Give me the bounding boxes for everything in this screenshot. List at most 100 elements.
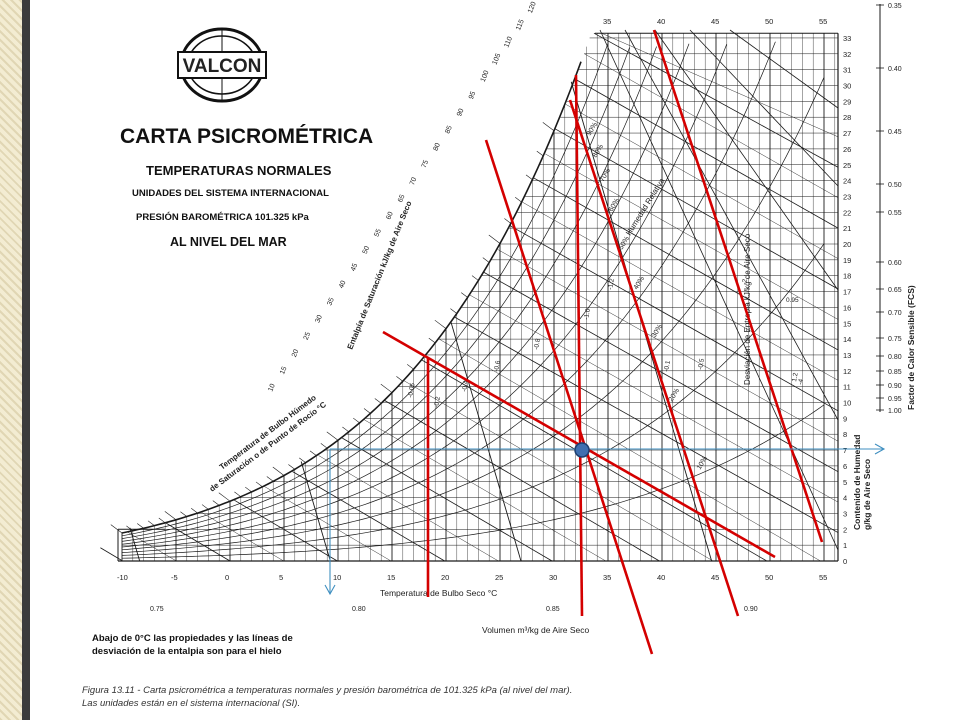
red-annotation-line (652, 29, 824, 543)
relative-humidity-curves (121, 41, 825, 559)
enthalpy-line (584, 53, 839, 198)
x-tick-label: 45 (711, 573, 719, 582)
wetbulb-tick (288, 464, 295, 470)
enthalpy-label: Entalpía de Saturación kJ/kg de Aire Sec… (346, 200, 414, 351)
top-tick-label: 55 (819, 17, 827, 26)
y-tick-label: 5 (843, 478, 847, 487)
y-tick-label: 25 (843, 161, 851, 170)
x-tick-label: 55 (819, 573, 827, 582)
y-tick-label: 16 (843, 303, 851, 312)
wetbulb-tick (504, 218, 511, 224)
x-tick-label: 35 (603, 573, 611, 582)
decorative-border (0, 0, 22, 720)
enthalpy-tick-label: 75 (421, 159, 430, 169)
rh-curve (121, 43, 690, 545)
wetbulb-tick (218, 492, 231, 502)
caption-line-1: Figura 13.11 - Carta psicrométrica a tem… (82, 685, 573, 696)
enthalpy-line (292, 471, 445, 562)
wetbulb-tick (434, 319, 447, 329)
y-tick-label: 10 (843, 399, 851, 408)
enthalpy-tick-label: 55 (374, 228, 383, 238)
wetbulb-tick (272, 466, 285, 476)
rh-tick-label: 60% (608, 197, 621, 213)
y-tick-label: 27 (843, 129, 851, 138)
x-tick-label: -5 (171, 573, 178, 582)
rh-ticks: 10%20%30%40%50%60%70%80%90% (586, 121, 709, 471)
fcs-tick-label: 0.80 (888, 354, 902, 361)
wetbulb-tick (147, 520, 155, 526)
y-tick-label: 9 (843, 414, 847, 423)
fcs-tick-label: 0.60 (888, 260, 902, 267)
y-tick-label: 7 (843, 446, 847, 455)
volume-line (300, 461, 331, 562)
wetbulb-tick (245, 486, 252, 493)
wetbulb-tick (309, 450, 317, 456)
x-tick-label: 40 (657, 573, 665, 582)
deviation-tick-label: -0.2 (433, 396, 442, 409)
deviation-tick-label: -0.1 (663, 360, 672, 373)
blue-annotation-lines (324, 443, 886, 596)
deviation-tick-label: -0.8 (533, 338, 542, 351)
fcs-tick-label: 0.85 (888, 369, 902, 376)
fcs-line (729, 29, 839, 109)
wetbulb-tick (542, 122, 555, 132)
y-tick-label: 26 (843, 145, 851, 154)
wetbulb-tick (396, 376, 403, 382)
wetbulb-tick (450, 308, 457, 314)
chart-title: CARTA PSICROMÉTRICA (120, 125, 373, 148)
wetbulb-tick (428, 337, 436, 344)
enthalpy-tick-label: 70 (409, 176, 418, 186)
blue-arrowhead-down (324, 584, 336, 596)
enthalpy-tick-label: 50 (362, 245, 371, 255)
wetbulb-tick (234, 491, 241, 497)
subtitle-pressure: PRESIÓN BAROMÉTRICA 101.325 kPa (136, 211, 310, 223)
rh-tick-label: 40% (633, 275, 646, 291)
enthalpy-line (166, 522, 231, 562)
volume-line (129, 527, 141, 562)
enthalpy-lines (100, 32, 839, 562)
fcs-tick-label: 0.90 (888, 383, 902, 390)
enthalpy-line (522, 202, 839, 381)
fcs-line (654, 29, 839, 291)
caption-line-2: Las unidades están en el sistema interna… (82, 698, 301, 709)
enthalpy-tick-label: 40 (338, 280, 347, 290)
x-tick-label: 30 (549, 573, 557, 582)
rh-curve (121, 243, 825, 556)
enthalpy-line (533, 177, 839, 351)
subtitle-temperatures: TEMPERATURAS NORMALES (146, 163, 332, 178)
top-axis-ticks: 35 40 45 50 55 (603, 17, 827, 26)
deviation-tick-label: -1.0 (583, 308, 592, 321)
enthalpy-tick-label: 15 (279, 366, 288, 376)
saturation-curve (121, 61, 582, 534)
chart-frame (117, 4, 881, 562)
rh-curve (121, 43, 609, 537)
y-tick-label: 32 (843, 50, 851, 59)
y-axis-label-2: g/kg de Aire Seco (862, 459, 872, 530)
x-tick-label: 15 (387, 573, 395, 582)
rh-curve (121, 46, 657, 542)
y-tick-label: 4 (843, 494, 847, 503)
fcs-tick-label: 1.00 (888, 408, 902, 415)
volume-tick-label: 0.80 (352, 606, 366, 613)
volume-line (450, 321, 522, 562)
y-axis-label-1: Contenido de Humedad (852, 435, 862, 530)
enthalpy-ticks: 1015202530354045505560657075808590951001… (267, 1, 538, 393)
wetbulb-tick (110, 524, 123, 534)
y-tick-label: 28 (843, 113, 851, 122)
red-annotation-line (574, 74, 584, 617)
y-tick-label: 13 (843, 351, 851, 360)
fcs-label: Factor de Calor Sensible (FCS) (906, 285, 916, 410)
fcs-tick-label: 0.40 (888, 66, 902, 73)
fcs-scale-ticks: 0.35 0.40 0.45 0.50 0.55 0.60 0.65 0.70 0.75 0.80… (876, 3, 902, 415)
enthalpy-line (384, 400, 660, 562)
rh-tick-label: 10% (696, 455, 709, 471)
wetbulb-tick (126, 525, 133, 531)
enthalpy-line (469, 294, 839, 503)
enthalpy-tick-label: 80 (433, 142, 442, 152)
fcs-diag-label: 1.2 (791, 372, 800, 382)
y-tick-label: 17 (843, 288, 851, 297)
wetbulb-tick (212, 500, 220, 506)
fcs-tick-label: 0.50 (888, 182, 902, 189)
wetbulb-tick (191, 508, 198, 514)
volume-tick-label: 0.90 (744, 606, 758, 613)
